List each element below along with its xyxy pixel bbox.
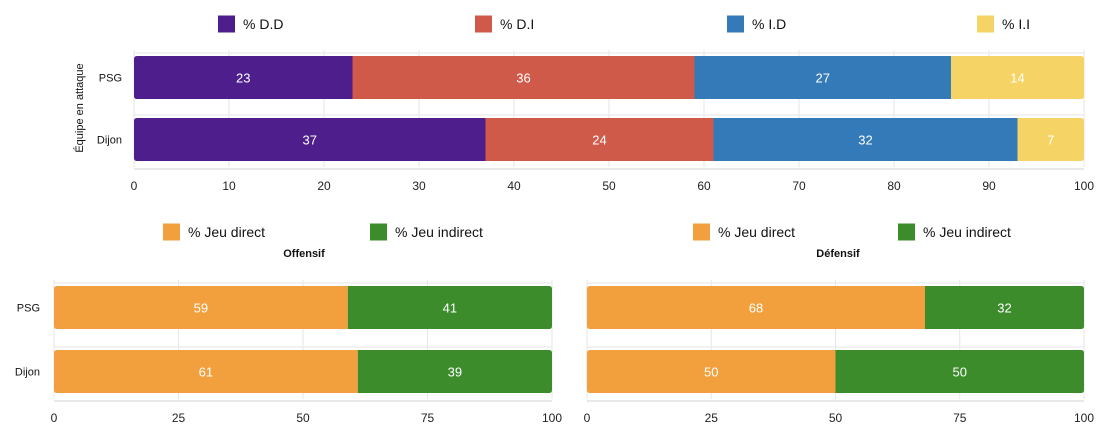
bar-segment: [134, 118, 486, 161]
x-tick-label: 25: [172, 411, 186, 425]
x-tick-label: 50: [296, 411, 310, 425]
category-label: Dijon: [97, 135, 122, 147]
bar-segment: [924, 286, 1084, 329]
legend-label: % D.I: [500, 16, 534, 32]
chart-offensif: 0 25 50 75 100 PSG Dijon 59 41 61 39 % Jeu direct % …: [15, 223, 562, 425]
category-label: Dijon: [15, 367, 40, 379]
bar-segment: [357, 350, 552, 393]
bar-segment: [134, 56, 353, 99]
bar-data-label: 59: [194, 301, 208, 316]
legend-swatch: [163, 223, 180, 241]
legend-swatch: [370, 223, 387, 241]
x-tick-label: 0: [51, 411, 58, 425]
legend-swatch: [977, 15, 994, 33]
x-tick-label: 100: [542, 411, 562, 425]
y-axis-label: Équipe en attaque: [73, 63, 86, 152]
bar-data-label: 36: [516, 71, 530, 86]
bar-data-label: 37: [303, 133, 317, 148]
x-tick-label: 40: [507, 179, 521, 193]
bar-data-label: 39: [448, 365, 462, 380]
x-tick-label: 0: [584, 411, 591, 425]
legend-label: % Jeu indirect: [395, 224, 483, 240]
legend-label: % I.I: [1002, 16, 1030, 32]
x-tick-label: 80: [887, 179, 901, 193]
x-tick-label: 50: [602, 179, 616, 193]
bar-data-label: 41: [443, 301, 457, 316]
x-tick-label: 75: [953, 411, 967, 425]
legend-swatch: [218, 15, 235, 33]
bar-data-label: 27: [816, 71, 830, 86]
bar-segment: [485, 118, 714, 161]
bar-segment: [54, 350, 358, 393]
x-tick-label: 30: [412, 179, 426, 193]
bar-data-label: 61: [199, 365, 213, 380]
bar-segment: [694, 56, 951, 99]
bar-data-label: 24: [592, 133, 606, 148]
bar-segment: [1017, 118, 1084, 161]
legend-label: % I.D: [752, 16, 786, 32]
x-tick-label: 100: [1074, 411, 1094, 425]
category-label: PSG: [17, 303, 40, 315]
legend-label: % Jeu direct: [188, 224, 265, 240]
bar-segment: [54, 286, 348, 329]
legend-label: % Jeu direct: [718, 224, 795, 240]
bar-segment: [951, 56, 1084, 99]
bar-data-label: 50: [953, 365, 967, 380]
x-tick-label: 50: [829, 411, 843, 425]
chart-title: Offensif: [283, 248, 325, 260]
bar-data-label: 32: [997, 301, 1011, 316]
bar-segment: [347, 286, 552, 329]
category-label: PSG: [99, 73, 122, 85]
legend-swatch: [693, 223, 710, 241]
bar-segment: [713, 118, 1018, 161]
x-tick-label: 90: [982, 179, 996, 193]
x-tick-label: 100: [1074, 179, 1094, 193]
legend-swatch: [898, 223, 915, 241]
bar-segment: [587, 286, 925, 329]
bar-segment: [587, 350, 836, 393]
chart-title: Défensif: [816, 248, 860, 260]
bar-data-label: 68: [749, 301, 763, 316]
x-tick-label: 10: [222, 179, 236, 193]
legend-swatch: [475, 15, 492, 33]
x-tick-label: 20: [317, 179, 331, 193]
legend-label: % Jeu indirect: [923, 224, 1011, 240]
x-tick-label: 75: [421, 411, 435, 425]
x-tick-label: 70: [792, 179, 806, 193]
bar-data-label: 23: [236, 71, 250, 86]
legend-swatch: [727, 15, 744, 33]
chart-attack: 0 10 20 30 40 50 60 70 80 90 100 PSG Dijon 23 36 27 14 37…: [73, 15, 1094, 193]
bar-data-label: 7: [1047, 133, 1054, 148]
x-tick-label: 60: [697, 179, 711, 193]
bar-data-label: 50: [704, 365, 718, 380]
bar-segment: [352, 56, 695, 99]
bar-data-label: 32: [858, 133, 872, 148]
x-tick-label: 0: [131, 179, 138, 193]
legend-label: % D.D: [243, 16, 283, 32]
x-tick-label: 25: [705, 411, 719, 425]
bar-data-label: 14: [1010, 71, 1024, 86]
chart-defensif: 0 25 50 75 100 68 32 50 50 % Jeu direct % Jeu indi…: [584, 223, 1094, 425]
bar-segment: [835, 350, 1084, 393]
